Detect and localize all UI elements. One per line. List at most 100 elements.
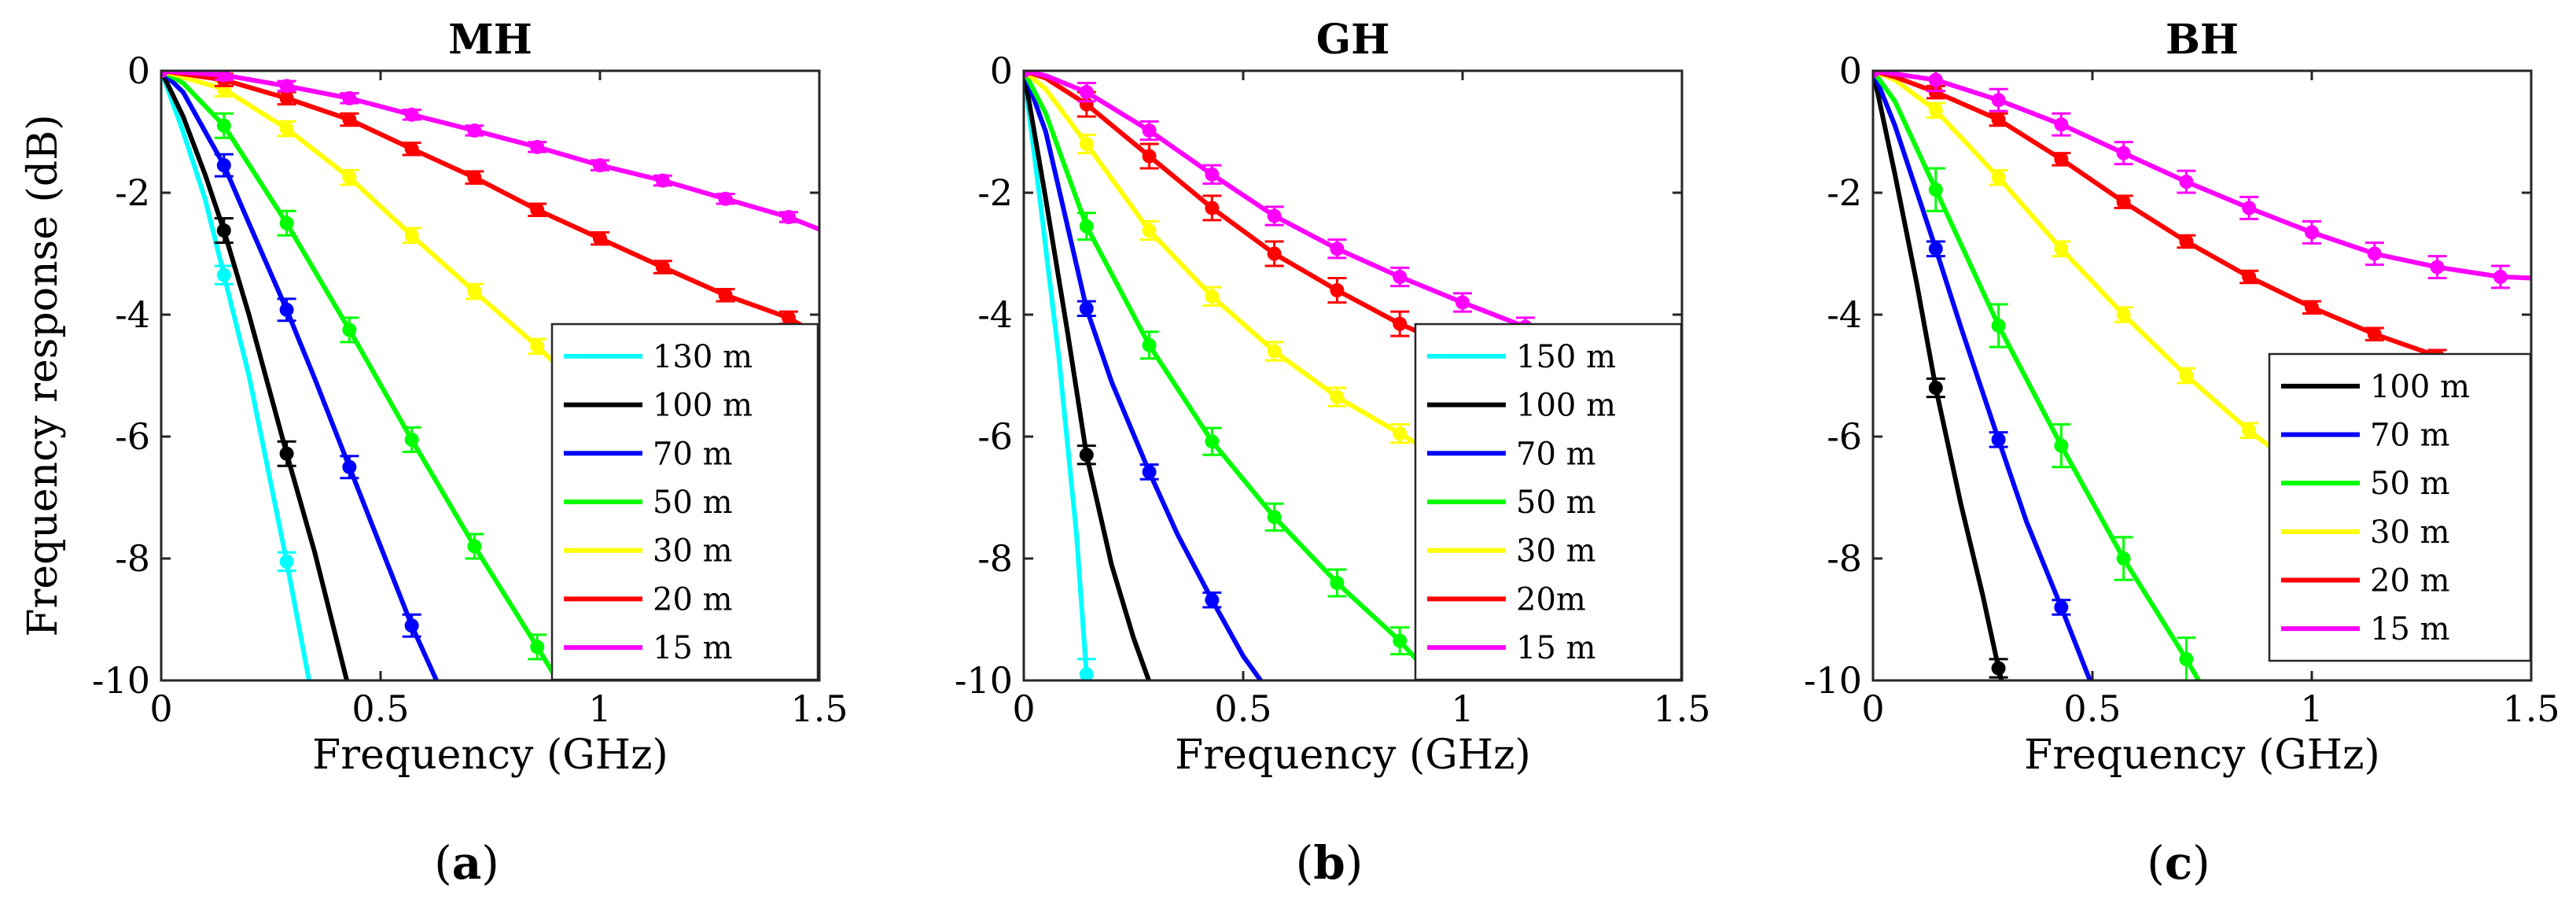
data-point bbox=[161, 71, 168, 78]
data-point bbox=[1330, 389, 1345, 404]
series-group bbox=[1873, 71, 2531, 289]
series-group bbox=[1873, 71, 2202, 680]
data-point bbox=[1928, 103, 1943, 118]
data-point bbox=[279, 554, 294, 569]
legend-label: 30 m bbox=[1516, 533, 1596, 570]
data-point bbox=[2054, 438, 2069, 453]
x-tick-label: 1.5 bbox=[2502, 688, 2559, 730]
y-tick-label: -4 bbox=[115, 293, 150, 336]
data-point bbox=[1991, 661, 2006, 676]
data-point bbox=[2054, 600, 2069, 614]
data-point bbox=[467, 539, 482, 554]
legend-label: 30 m bbox=[653, 533, 733, 570]
data-point bbox=[1928, 381, 1943, 395]
data-point bbox=[2305, 225, 2319, 240]
chart-title: MH bbox=[448, 16, 532, 64]
data-point bbox=[530, 202, 545, 217]
data-point bbox=[1205, 592, 1220, 607]
chart-panel-1: 0 0.5 1 1.5 0 -2 -4 -6 -8 -10 GH Frequency (GHz) (b)… bbox=[955, 16, 1711, 890]
x-tick-label: 0 bbox=[1861, 688, 1884, 730]
data-point bbox=[1928, 241, 1943, 256]
data-point bbox=[404, 618, 419, 633]
series-line bbox=[161, 71, 819, 338]
panel-label-close: ) bbox=[2192, 836, 2210, 890]
y-axis-label: Frequency response (dB) bbox=[20, 114, 67, 636]
data-point bbox=[279, 121, 294, 136]
y-tick-label: -2 bbox=[115, 171, 150, 214]
series-group bbox=[1024, 71, 1439, 680]
legend-label: 15 m bbox=[1516, 630, 1596, 666]
data-point bbox=[1079, 301, 1094, 316]
legend-label: 15 m bbox=[2370, 611, 2450, 647]
series-line bbox=[161, 71, 819, 232]
data-point bbox=[404, 142, 419, 157]
x-tick-label: 0.5 bbox=[1214, 688, 1271, 730]
x-axis-label: Frequency (GHz) bbox=[312, 732, 668, 779]
panel-label-open: ( bbox=[434, 836, 452, 890]
data-point bbox=[1393, 316, 1408, 331]
data-point bbox=[1455, 295, 1470, 310]
data-point bbox=[2116, 551, 2131, 566]
data-point bbox=[1991, 93, 2006, 108]
legend: 150 m 100 m 70 m 50 m 30 m 20m 15 m bbox=[1414, 323, 1683, 681]
x-axis-label: Frequency (GHz) bbox=[1175, 732, 1531, 779]
y-tick-label: 0 bbox=[127, 50, 150, 92]
y-tick-label: -2 bbox=[1827, 171, 1862, 214]
x-tick-label: 0.5 bbox=[2063, 688, 2121, 730]
data-point bbox=[593, 231, 607, 246]
data-point bbox=[2179, 175, 2194, 190]
data-point bbox=[530, 339, 545, 354]
data-point bbox=[1991, 112, 2006, 127]
panel-label-open: ( bbox=[2147, 836, 2165, 890]
x-tick-label: 0 bbox=[149, 688, 172, 730]
data-point bbox=[342, 170, 357, 185]
data-point bbox=[2179, 651, 2194, 666]
series-group bbox=[1024, 71, 1264, 680]
data-point bbox=[2242, 423, 2257, 438]
y-tick-label: -6 bbox=[977, 415, 1013, 458]
series-group bbox=[161, 71, 350, 680]
data-point bbox=[655, 173, 670, 188]
legend-label: 20 m bbox=[2370, 563, 2450, 599]
data-point bbox=[216, 223, 231, 238]
data-point bbox=[1330, 283, 1345, 297]
series-group bbox=[161, 71, 819, 338]
series-group bbox=[1873, 71, 2093, 680]
data-point bbox=[2054, 241, 2069, 256]
legend-label: 70 m bbox=[653, 436, 733, 472]
data-point bbox=[2054, 117, 2069, 132]
data-point bbox=[216, 158, 231, 173]
data-point bbox=[1079, 667, 1094, 680]
data-point bbox=[467, 123, 482, 138]
data-point bbox=[1079, 448, 1094, 463]
x-axis-label: Frequency (GHz) bbox=[2024, 732, 2380, 779]
data-point bbox=[279, 446, 294, 461]
series-line bbox=[1873, 71, 2004, 680]
y-tick-label: -8 bbox=[1827, 537, 1862, 580]
data-point bbox=[593, 158, 607, 173]
data-point bbox=[2179, 368, 2194, 383]
x-tick-label: 1 bbox=[2300, 688, 2323, 730]
data-point bbox=[2242, 201, 2257, 216]
legend-label: 20 m bbox=[653, 581, 733, 618]
data-point bbox=[1928, 85, 1943, 100]
legend-label: 100 m bbox=[2370, 369, 2470, 405]
series-group bbox=[161, 71, 440, 680]
data-point bbox=[1991, 318, 2006, 333]
panel-label-close: ) bbox=[1345, 836, 1363, 890]
data-point bbox=[2179, 234, 2194, 249]
data-point bbox=[404, 228, 419, 243]
series-group bbox=[161, 71, 819, 232]
panel-label-letter: c bbox=[2165, 836, 2192, 890]
data-point bbox=[342, 90, 357, 105]
data-point bbox=[1991, 170, 2006, 185]
y-tick-label: -4 bbox=[1827, 293, 1862, 336]
data-point bbox=[1267, 246, 1282, 261]
x-tick-label: 1 bbox=[588, 688, 611, 730]
series-line bbox=[1873, 71, 2202, 680]
y-tick-label: -2 bbox=[977, 171, 1013, 214]
panel-label: (c) bbox=[2147, 836, 2210, 890]
data-point bbox=[1928, 182, 1943, 197]
legend-label: 130 m bbox=[653, 339, 753, 375]
data-point bbox=[279, 90, 294, 105]
